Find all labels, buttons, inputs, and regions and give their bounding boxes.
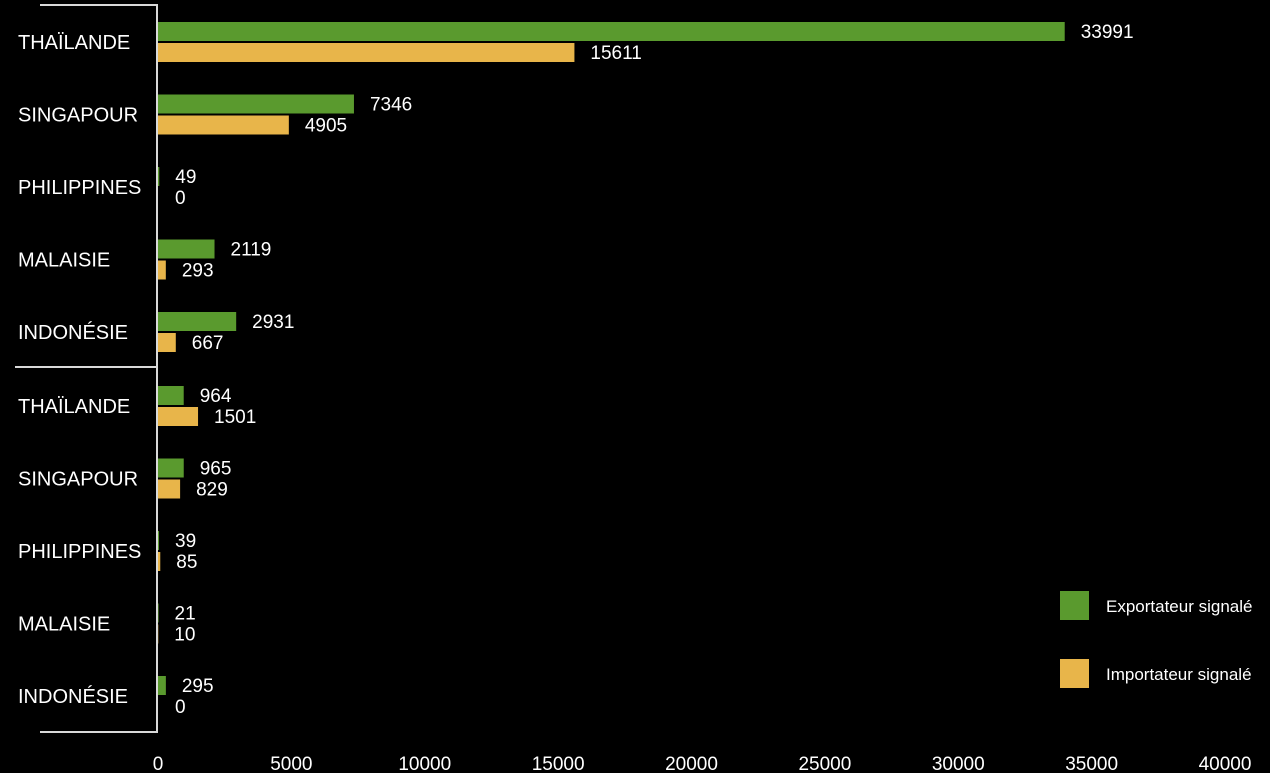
importer-bar <box>158 115 289 135</box>
value-label: 0 <box>175 188 186 209</box>
x-tick-label: 30000 <box>932 754 985 773</box>
category-labels: THAÏLANDE SINGAPOUR PHILIPPINES MALAISIE IND… <box>18 32 141 708</box>
exporter-bar <box>158 22 1065 41</box>
exporter-bar <box>158 167 160 186</box>
value-label: 39 <box>175 531 196 552</box>
value-label: 10 <box>174 625 195 646</box>
exporter-bar <box>158 386 184 405</box>
x-tick-label: 40000 <box>1199 754 1252 773</box>
value-label: 0 <box>175 697 186 718</box>
importer-bar <box>158 260 166 280</box>
legend-label: Exportateur signalé <box>1106 597 1252 616</box>
exporter-bar <box>158 676 166 695</box>
category-label: MALAISIE <box>18 614 110 636</box>
exporter-bar <box>158 239 215 259</box>
value-label: 4905 <box>305 116 347 137</box>
exporter-bar <box>158 603 159 623</box>
value-label: 667 <box>192 333 224 354</box>
category-label: PHILIPPINES <box>18 177 141 199</box>
legend-swatch-importer <box>1060 659 1089 688</box>
value-label: 15611 <box>590 43 641 64</box>
bars-layer: 3399115611734649054902119293293166796415… <box>158 22 1134 718</box>
category-label: PHILIPPINES <box>18 541 141 563</box>
value-label: 85 <box>176 552 197 573</box>
x-tick-label: 15000 <box>532 754 585 773</box>
value-label: 965 <box>200 459 232 480</box>
category-label: SINGAPOUR <box>18 469 138 491</box>
category-label: SINGAPOUR <box>18 105 138 127</box>
legend-swatch-exporter <box>1060 591 1089 620</box>
x-tick-label: 35000 <box>1065 754 1118 773</box>
x-tick-label: 25000 <box>798 754 851 773</box>
category-label: INDONÉSIE <box>18 321 128 344</box>
importer-bar <box>158 479 181 499</box>
category-label: INDONÉSIE <box>18 685 128 708</box>
exporter-bar <box>158 531 160 550</box>
x-tick-label: 0 <box>153 754 164 773</box>
value-label: 2931 <box>252 312 294 333</box>
importer-bar <box>158 333 176 352</box>
importer-bar <box>158 43 575 62</box>
value-label: 1501 <box>214 407 256 428</box>
exporter-bar <box>158 458 184 478</box>
importer-bar <box>158 552 161 571</box>
value-label: 295 <box>182 676 214 697</box>
group-bracket-bottom <box>40 367 158 733</box>
value-label: 33991 <box>1081 22 1134 43</box>
exporter-bar <box>158 94 354 114</box>
value-label: 7346 <box>370 95 412 116</box>
value-label: 21 <box>175 604 196 625</box>
exporter-bar <box>158 312 237 331</box>
x-tick-label: 10000 <box>398 754 451 773</box>
value-label: 49 <box>175 167 196 188</box>
group-bracket-top <box>15 4 158 368</box>
y-axis-bracket <box>15 4 158 733</box>
value-label: 293 <box>182 261 214 282</box>
category-label: THAÏLANDE <box>18 396 130 418</box>
x-tick-label: 5000 <box>270 754 312 773</box>
importer-bar <box>158 407 199 426</box>
category-label: MALAISIE <box>18 250 110 272</box>
legend: Exportateur signalé Importateur signalé <box>1060 591 1252 688</box>
category-label: THAÏLANDE <box>18 32 130 54</box>
x-tick-label: 20000 <box>665 754 718 773</box>
value-label: 829 <box>196 480 228 501</box>
value-label: 964 <box>200 386 232 407</box>
value-label: 2119 <box>231 240 272 261</box>
x-axis-ticks: 0 5000 10000 15000 20000 25000 30000 35000 40000 <box>153 754 1252 773</box>
legend-label: Importateur signalé <box>1106 665 1252 684</box>
